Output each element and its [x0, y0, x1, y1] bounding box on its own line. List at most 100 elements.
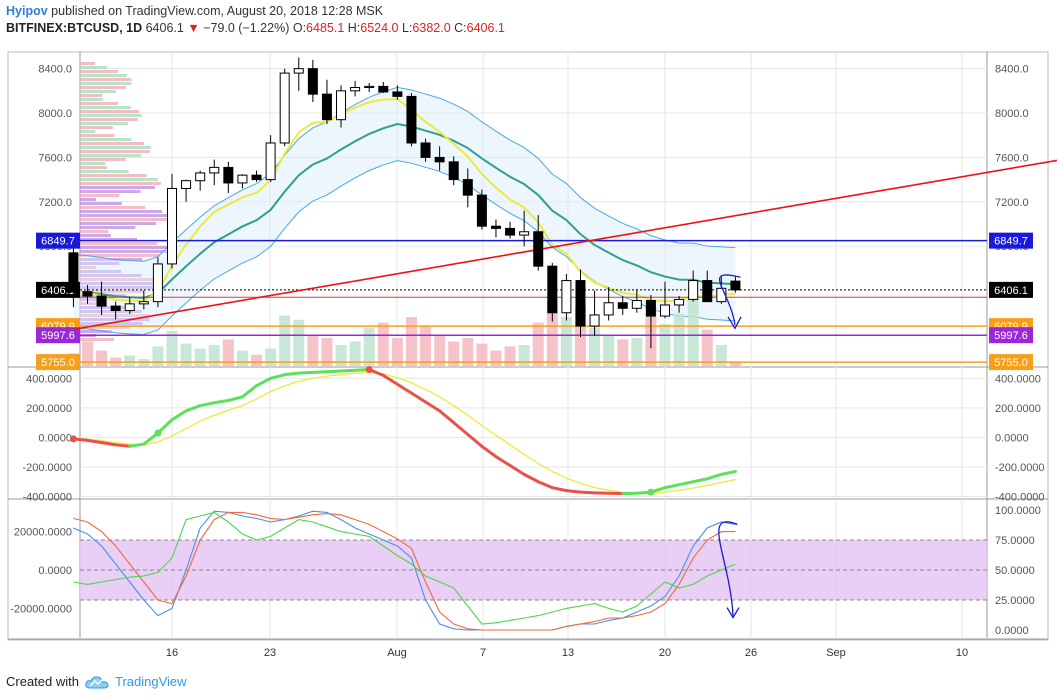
- candle-body: [321, 93, 332, 121]
- candle-body: [336, 90, 347, 121]
- volume-profile-bar: [80, 166, 107, 169]
- volume-bar: [659, 324, 671, 366]
- volume-profile-bar: [80, 110, 140, 113]
- candle-body: [730, 280, 741, 291]
- osc1-main-segment: [269, 373, 287, 380]
- candle-body: [293, 68, 304, 74]
- volume-profile-bar: [80, 330, 113, 333]
- volume-bar: [518, 345, 530, 366]
- osc1-main-segment: [536, 480, 554, 490]
- volume-profile-bar: [80, 226, 136, 229]
- tradingview-link[interactable]: TradingView: [114, 674, 187, 689]
- chart-frame: [7, 51, 1049, 641]
- candle-body: [406, 95, 417, 144]
- volume-profile-bar: [80, 186, 155, 189]
- volume-profile-bar: [80, 210, 162, 213]
- volume-profile-bar: [80, 278, 155, 281]
- y-tick-label-left: 8000.0: [38, 108, 72, 120]
- candle-body: [82, 291, 93, 297]
- osc1-main-segment: [311, 370, 329, 374]
- osc2-red-line: [73, 511, 736, 631]
- y-tick-label-right: 0.0000: [995, 625, 1029, 637]
- volume-bar: [560, 317, 572, 366]
- volume-profile-bar: [80, 150, 150, 153]
- candle-body: [350, 87, 361, 92]
- volume-bar: [715, 345, 727, 366]
- volume-profile-bar: [80, 274, 142, 277]
- y-tick-label-right: 200.0000: [995, 403, 1041, 415]
- volume-profile-bar: [80, 182, 161, 185]
- candle-body: [702, 280, 713, 303]
- price-label-left-bg: [36, 232, 80, 249]
- volume-bar: [293, 319, 305, 366]
- close-value: 6406.1: [466, 21, 505, 35]
- x-tick-label: 26: [745, 647, 757, 659]
- volume-bar: [279, 315, 291, 366]
- volume-bar: [391, 338, 403, 366]
- volume-profile-bar: [80, 298, 105, 301]
- volume-bar: [701, 329, 713, 366]
- osc1-main-segment: [719, 469, 737, 476]
- candle-body: [533, 231, 544, 267]
- osc1-main-segment: [325, 369, 343, 374]
- published-text: published on TradingView.com, August 20,…: [51, 4, 384, 18]
- candle-body: [392, 91, 403, 97]
- volume-bar: [603, 334, 615, 366]
- price-label-left-bg: [36, 354, 80, 371]
- volume-bars: [67, 296, 741, 366]
- volume-profile-bar: [80, 134, 115, 137]
- osc1-signal-line: [73, 371, 736, 494]
- osc2-green-line: [73, 511, 736, 625]
- candle-body: [251, 174, 262, 181]
- ema-fast-line: [73, 97, 736, 303]
- volume-profile-bar: [80, 194, 120, 197]
- osc1-main-segment: [508, 464, 526, 476]
- volume-bar: [405, 317, 417, 366]
- osc1-main-segment: [226, 395, 244, 402]
- price-label-right: 6406.1: [994, 285, 1028, 297]
- volume-profile-bar: [80, 306, 127, 309]
- candle-body: [631, 300, 642, 309]
- candle-body: [547, 265, 558, 314]
- candle-body: [195, 172, 206, 182]
- volume-profile-bar: [80, 250, 169, 253]
- price-label-right-bg: [989, 232, 1033, 249]
- volume-bar: [448, 341, 460, 366]
- price-label-left: 5997.6: [41, 330, 75, 342]
- volume-bar: [251, 354, 263, 366]
- y-tick-label-right: 0.0000: [995, 432, 1029, 444]
- candle-body: [575, 280, 586, 327]
- y-tick-label-left: 20000.0000: [14, 527, 72, 539]
- osc2-forecast-arrow: [718, 521, 738, 616]
- volume-bar: [208, 345, 220, 366]
- created-with-text: Created with: [6, 674, 79, 689]
- osc1-main-segment: [564, 489, 582, 494]
- candle-body: [237, 174, 248, 184]
- volume-profile-bar: [80, 158, 126, 161]
- volume-bar: [617, 339, 629, 366]
- footer: Created with TradingView: [6, 674, 187, 689]
- volume-bar: [349, 341, 361, 366]
- volume-bar: [265, 348, 277, 366]
- volume-profile-bar: [80, 258, 143, 261]
- y-tick-label-left: 0.0000: [38, 432, 72, 444]
- candle-body: [448, 161, 459, 181]
- volume-bar: [631, 338, 643, 366]
- volume-profile-bar: [80, 266, 97, 269]
- author-link[interactable]: Hyipov: [6, 4, 48, 18]
- volume-profile-bar: [80, 62, 95, 65]
- y-tick-label-right: -400.0000: [995, 492, 1045, 504]
- trendline: [73, 159, 1057, 331]
- chart-header: Hyipov published on TradingView.com, Aug…: [6, 3, 505, 37]
- volume-bar: [363, 327, 375, 366]
- volume-bar: [152, 346, 164, 366]
- volume-profile-bar: [80, 126, 113, 129]
- volume-profile-bar: [80, 222, 157, 225]
- osc1-main-segment: [494, 455, 512, 467]
- x-tick-label: 7: [480, 647, 486, 659]
- volume-bar: [546, 301, 558, 366]
- candle-body: [462, 179, 473, 196]
- publish-line: Hyipov published on TradingView.com, Aug…: [6, 3, 505, 20]
- volume-profile-bar: [80, 98, 103, 101]
